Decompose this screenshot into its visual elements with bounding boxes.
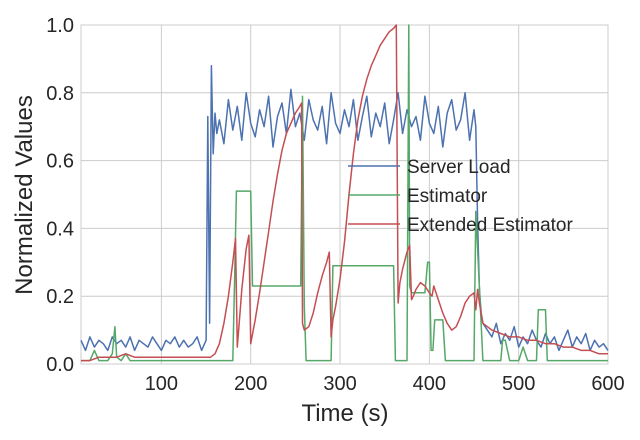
x-tick-label: 200 [234, 373, 267, 395]
y-tick-label: 0.0 [46, 354, 74, 376]
y-tick-label: 0.4 [46, 218, 74, 240]
plot-area [80, 24, 609, 365]
x-tick-label: 600 [591, 373, 624, 395]
series-layer [80, 24, 609, 362]
legend: Server Load Estimator Extended Estimator [348, 157, 573, 236]
grid [81, 24, 609, 365]
series-line-estimator [81, 24, 608, 362]
y-axis-ticks: 0.0 0.2 0.4 0.6 0.8 1.0 [46, 15, 74, 376]
y-tick-label: 1.0 [46, 15, 74, 37]
x-tick-label: 100 [145, 373, 178, 395]
legend-label: Estimator [407, 186, 488, 207]
x-tick-label: 500 [502, 373, 535, 395]
legend-label: Extended Estimator [407, 215, 573, 236]
x-tick-label: 400 [413, 373, 446, 395]
y-tick-label: 0.8 [46, 83, 74, 105]
series-line-extended-estimator [81, 24, 608, 362]
legend-label: Server Load [407, 157, 511, 178]
y-tick-label: 0.2 [46, 286, 74, 308]
x-axis-label: Time (s) [301, 400, 388, 427]
series-line-server-load [80, 64, 609, 352]
x-axis-ticks: 100 200 300 400 500 600 [145, 373, 625, 395]
y-tick-label: 0.6 [46, 151, 74, 173]
x-tick-label: 300 [323, 373, 356, 395]
y-axis-label: Normalized Values [11, 95, 38, 295]
